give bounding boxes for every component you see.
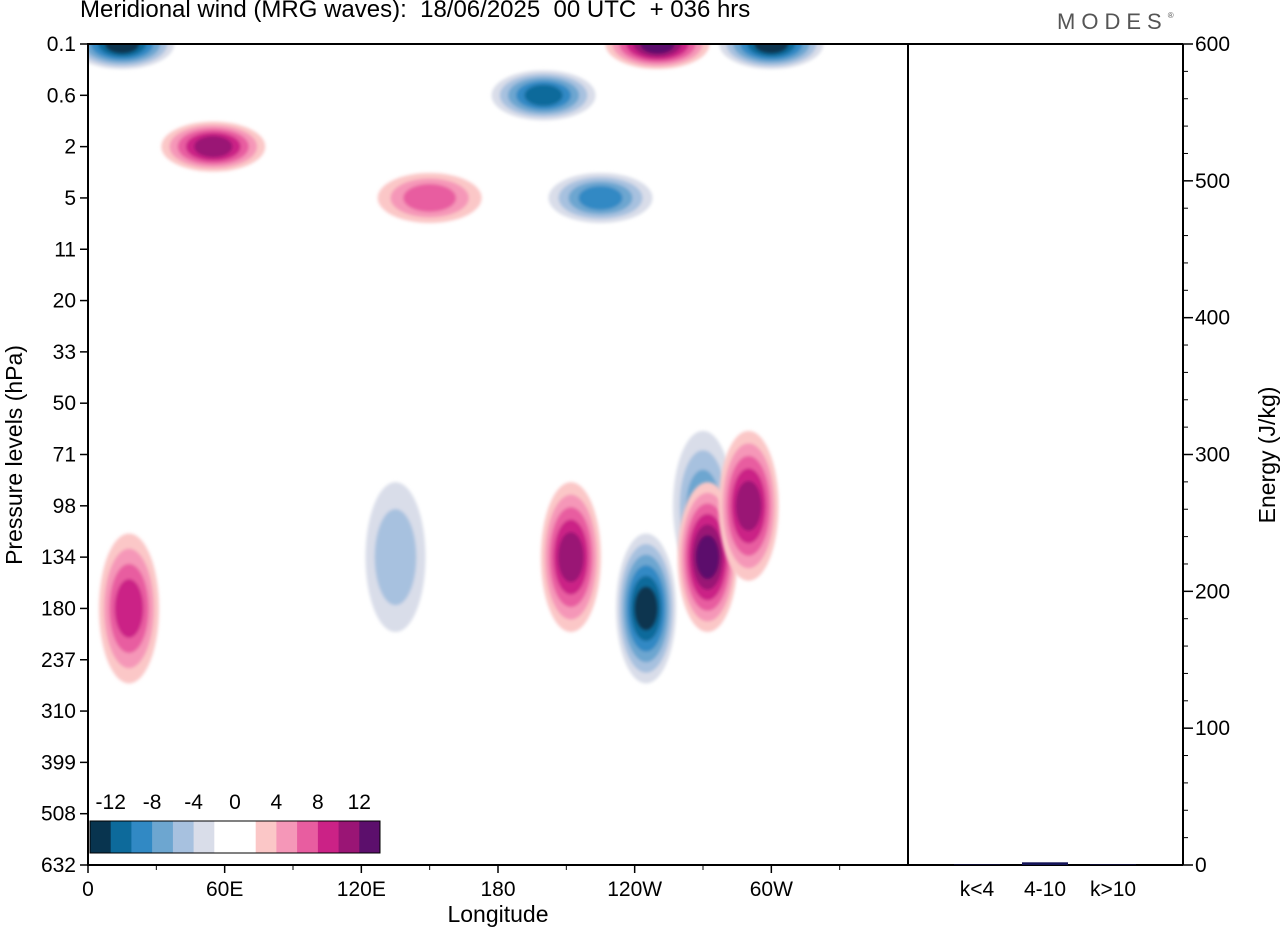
- contour-band: [634, 586, 658, 631]
- colorbar-swatch: [214, 821, 236, 853]
- chart-title: Meridional wind (MRG waves): 18/06/2025 …: [80, 0, 751, 23]
- y-tick-label: 180: [41, 597, 76, 620]
- y-tick-label: 632: [41, 854, 76, 877]
- feature-3: [616, 533, 677, 684]
- x-tick-label: 0: [82, 878, 94, 901]
- feature-10: [161, 121, 266, 172]
- colorbar-label: -8: [143, 791, 162, 814]
- energy-tick-label: 0: [1195, 854, 1207, 877]
- colorbar-label: -4: [184, 791, 203, 814]
- colorbar-swatch: [110, 821, 132, 853]
- energy-tick-label: 300: [1195, 444, 1230, 467]
- heatmap-frame: [87, 43, 909, 866]
- y-tick-label: 0.6: [47, 84, 76, 107]
- brand-name: MODES: [1057, 9, 1168, 34]
- colorbar-swatch: [90, 821, 112, 853]
- feature-11: [377, 172, 482, 223]
- colorbar-swatch: [193, 821, 215, 853]
- feature-0: [719, 44, 824, 69]
- contour-band: [557, 532, 584, 583]
- longitude-axis: 0 60E 120E 180 120W 60W: [82, 865, 841, 901]
- feature-1: [491, 70, 596, 121]
- y-tick-label: 310: [41, 700, 76, 723]
- feature-2: [548, 172, 653, 223]
- energy-category-label: 4-10: [1024, 878, 1066, 901]
- y-tick-label: 71: [53, 444, 76, 467]
- energy-tick-label: 600: [1195, 33, 1230, 56]
- colorbar-swatch: [152, 821, 174, 853]
- contour-band: [104, 44, 140, 54]
- colorbar-label: -12: [96, 791, 126, 814]
- feature-13: [605, 44, 710, 69]
- contour-band: [194, 135, 233, 158]
- x-tick-label: 120W: [607, 878, 662, 901]
- pressure-axis: 0.1 0.6 2 5 11 20 33 50 71 98 134 180 237 310 399 508 63…: [41, 33, 88, 877]
- x-tick-label: 180: [480, 878, 515, 901]
- colorbar-swatch: [172, 821, 194, 853]
- x-tick-label: 60W: [750, 878, 793, 901]
- y-tick-label: 134: [41, 546, 76, 569]
- energy-bar: [954, 864, 1000, 865]
- energy-axis-label: Energy (J/kg): [1254, 387, 1280, 524]
- feature-5: [365, 482, 426, 633]
- y-tick-label: 20: [53, 290, 76, 313]
- colorbar-swatch: [359, 821, 381, 853]
- feature-8: [99, 533, 159, 684]
- heatmap-field: [88, 44, 824, 684]
- colorbar-label: 8: [312, 791, 324, 814]
- heatmap-background: [88, 44, 908, 865]
- x-tick-label: 120E: [337, 878, 386, 901]
- y-tick-label: 98: [53, 495, 76, 518]
- contour-band: [640, 44, 675, 54]
- contour-band: [578, 185, 623, 210]
- registered-mark: ®: [1167, 11, 1174, 20]
- y-tick-label: 508: [41, 803, 76, 826]
- energy-bar: [1090, 864, 1136, 865]
- colorbar-frame: [89, 820, 381, 854]
- y-tick-label: 2: [64, 136, 76, 159]
- colorbar-swatch: [255, 821, 277, 853]
- colorbar-label: 0: [229, 791, 241, 814]
- feature-6: [540, 482, 601, 633]
- feature-9: [718, 430, 779, 581]
- y-tick-label: 0.1: [47, 33, 76, 56]
- contour-band: [735, 480, 762, 531]
- y-tick-label: 50: [53, 392, 76, 415]
- colorbar-swatch: [235, 821, 257, 853]
- energy-tick-label: 200: [1195, 580, 1230, 603]
- y-tick-label: 11: [54, 238, 76, 261]
- energy-category-label: k<4: [960, 878, 995, 901]
- colorbar-swatch: [317, 821, 339, 853]
- energy-panel: 0 100 200 300 400 500 600 k<4 4-10 k>10: [908, 33, 1230, 901]
- y-tick-label: 5: [64, 187, 76, 210]
- x-tick-label: 60E: [206, 878, 243, 901]
- energy-bar: [1022, 862, 1068, 865]
- y-tick-label: 399: [41, 751, 76, 774]
- y-tick-label: 237: [41, 649, 76, 672]
- x-axis-label: Longitude: [447, 901, 548, 927]
- energy-tick-label: 100: [1195, 717, 1230, 740]
- contour-band: [114, 579, 144, 638]
- energy-category-label: k>10: [1090, 878, 1136, 901]
- y-tick-label: 33: [53, 341, 76, 364]
- energy-tick-label: 400: [1195, 307, 1230, 330]
- colorbar: -12 -8 -4 0 4 8 12: [88, 790, 382, 856]
- colorbar-swatch: [276, 821, 298, 853]
- contour-band: [695, 535, 720, 580]
- colorbar-swatch: [338, 821, 360, 853]
- brand-logo: MODES®: [1057, 9, 1174, 35]
- y-axis-label: Pressure levels (hPa): [1, 345, 27, 565]
- contour-band: [524, 84, 563, 107]
- contour-band: [754, 44, 789, 54]
- contour-band: [403, 184, 457, 212]
- energy-tick-label: 500: [1195, 170, 1230, 193]
- colorbar-label: 12: [348, 791, 371, 814]
- feature-12: [88, 44, 175, 69]
- contour-band: [374, 509, 417, 606]
- colorbar-swatch: [297, 821, 319, 853]
- colorbar-label: 4: [271, 791, 283, 814]
- colorbar-swatch: [131, 821, 153, 853]
